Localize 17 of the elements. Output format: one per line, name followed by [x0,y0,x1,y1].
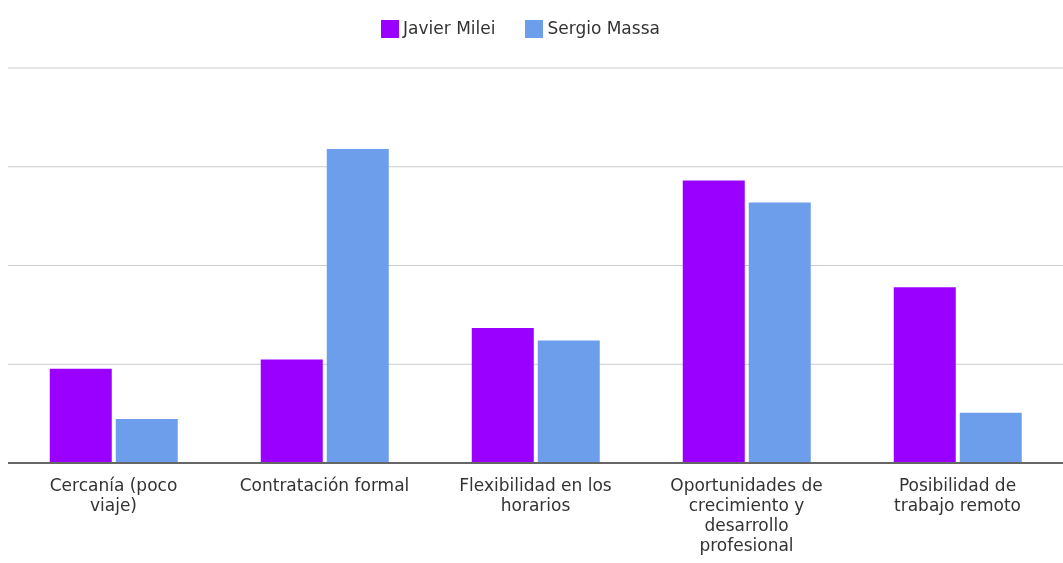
bar [260,359,323,463]
bar [748,202,811,463]
bar [326,149,389,463]
bar [115,419,178,463]
x-tick-label: Cercanía (poco viaje) [49,475,178,515]
x-tick-label: Oportunidades de crecimiento y desarrollo profesional [670,475,823,555]
bar [537,340,600,463]
bar [49,368,112,463]
bar [959,412,1022,463]
x-tick-label: Flexibilidad en los horarios [459,475,612,515]
bar [893,287,956,463]
legend-label: Sergio Massa [547,18,660,38]
x-tick-label: Posibilidad de trabajo remoto [894,475,1021,515]
bar [471,327,534,463]
legend-label: Javier Milei [403,18,496,38]
bar [682,180,745,463]
x-tick-label: Contratación formal [239,475,410,495]
